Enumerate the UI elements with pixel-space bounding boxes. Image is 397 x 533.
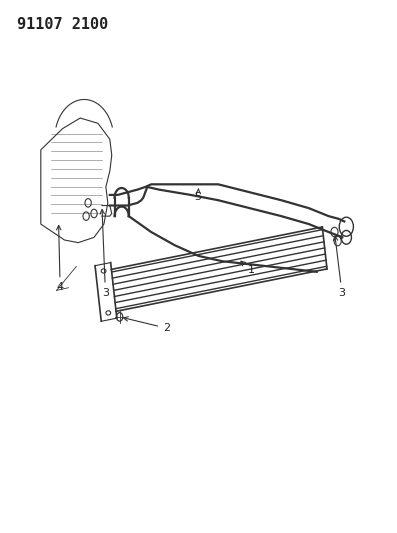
Text: 2: 2 xyxy=(123,317,170,333)
Text: 5: 5 xyxy=(195,189,202,202)
Text: 3: 3 xyxy=(100,209,109,297)
Text: 4: 4 xyxy=(56,225,64,293)
Text: 91107 2100: 91107 2100 xyxy=(17,17,108,33)
Text: 1: 1 xyxy=(241,261,255,276)
Text: 3: 3 xyxy=(333,236,345,297)
